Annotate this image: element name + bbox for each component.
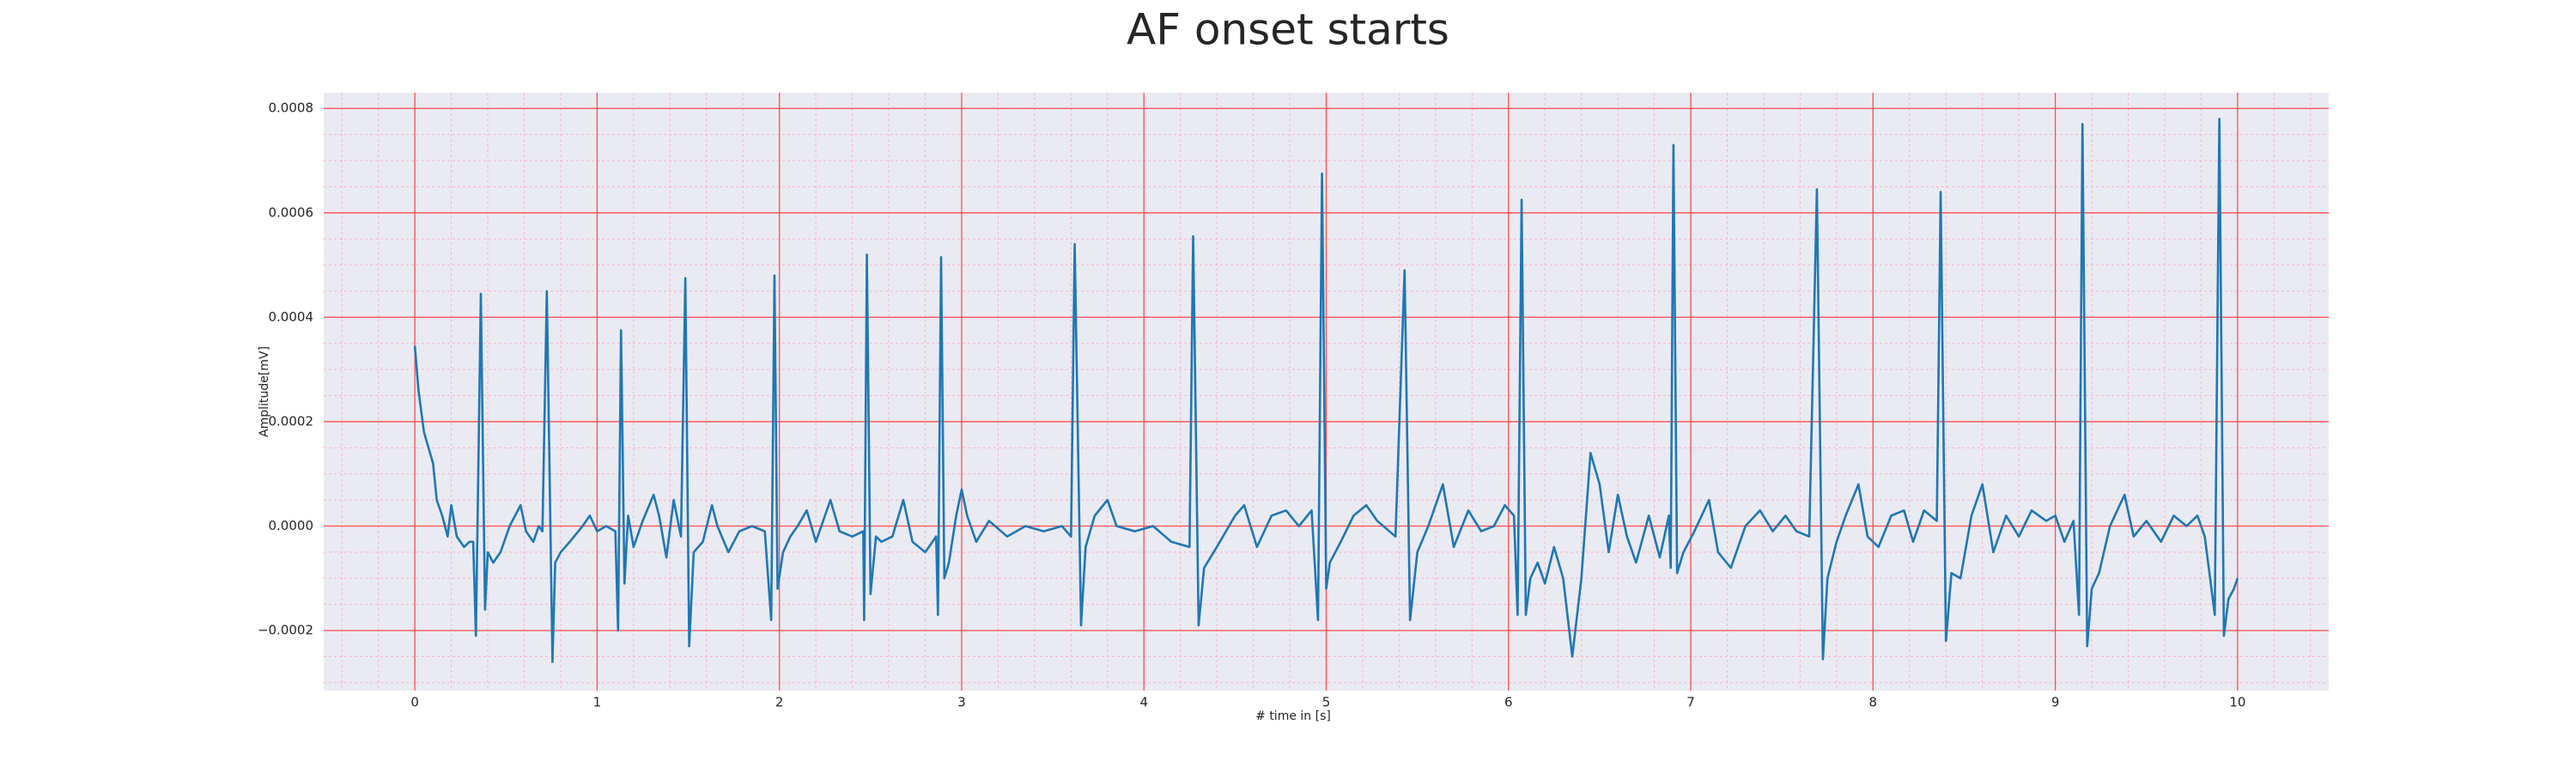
chart-title: AF onset starts <box>1127 5 1449 55</box>
x-axis-label: # time in [s] <box>1255 709 1331 723</box>
x-tick-label: 3 <box>957 695 966 710</box>
x-tick-label: 8 <box>1869 695 1878 710</box>
x-tick-label: 10 <box>2229 695 2245 710</box>
y-tick-label: −0.0002 <box>258 623 313 638</box>
y-tick-label: 0.0004 <box>269 309 314 325</box>
x-tick-label: 4 <box>1139 695 1148 710</box>
x-tick-label: 6 <box>1504 695 1513 710</box>
x-tick-label: 2 <box>775 695 784 710</box>
x-tick-label: 9 <box>2051 695 2060 710</box>
y-tick-label: 0.0006 <box>269 204 314 220</box>
series-line <box>413 118 2239 663</box>
labels: 0 1 2 3 4 5 6 7 8 9 10 −0.0002 0.0000 0.0002 0.0004 0.0… <box>258 100 2245 710</box>
x-tick-label: 5 <box>1322 695 1331 710</box>
y-axis-label: Amplitude[mV] <box>258 346 271 437</box>
y-tick-label: 0.0008 <box>269 100 314 116</box>
x-tick-label: 1 <box>593 695 602 710</box>
marks <box>413 118 2239 663</box>
x-tick-label: 7 <box>1686 695 1695 710</box>
x-tick-label: 0 <box>410 695 419 710</box>
y-tick-label: 0.0002 <box>269 413 314 429</box>
y-tick-label: 0.0000 <box>269 518 314 533</box>
